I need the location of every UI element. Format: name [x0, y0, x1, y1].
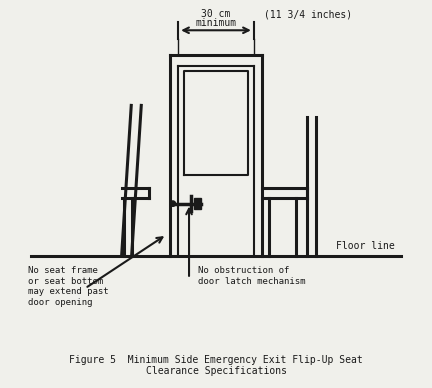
Bar [194, 198, 201, 209]
Text: (11 3/4 inches): (11 3/4 inches) [264, 9, 352, 19]
Text: Clearance Specifications: Clearance Specifications [146, 366, 286, 376]
Text: 30 cm: 30 cm [201, 9, 231, 19]
Text: No seat frame
or seat bottom
may extend past
door opening: No seat frame or seat bottom may extend … [28, 267, 108, 307]
Text: No obstruction of
door latch mechanism: No obstruction of door latch mechanism [197, 267, 305, 286]
Circle shape [170, 201, 175, 206]
Text: minimum: minimum [195, 18, 237, 28]
Text: Floor line: Floor line [337, 241, 395, 251]
Text: Figure 5  Minimum Side Emergency Exit Flip-Up Seat: Figure 5 Minimum Side Emergency Exit Fli… [69, 355, 363, 365]
